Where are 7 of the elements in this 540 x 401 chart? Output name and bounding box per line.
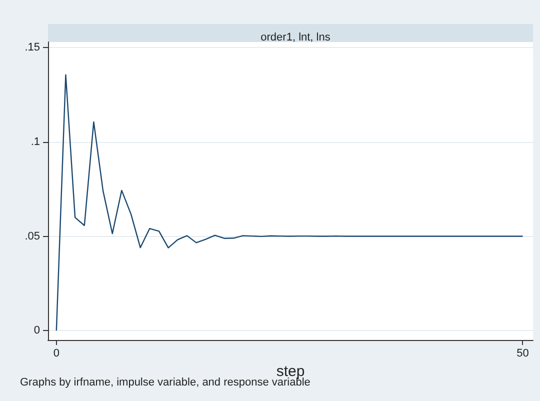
y-tick-label: .05: [24, 230, 40, 242]
y-tick-label: .1: [30, 136, 40, 148]
x-tick-label: 50: [516, 348, 529, 360]
line-series: [56, 74, 524, 332]
y-tick-label: .15: [24, 42, 40, 54]
chart-title: order1, lnt, lns: [260, 32, 331, 44]
y-tick-label: 0: [34, 324, 40, 337]
